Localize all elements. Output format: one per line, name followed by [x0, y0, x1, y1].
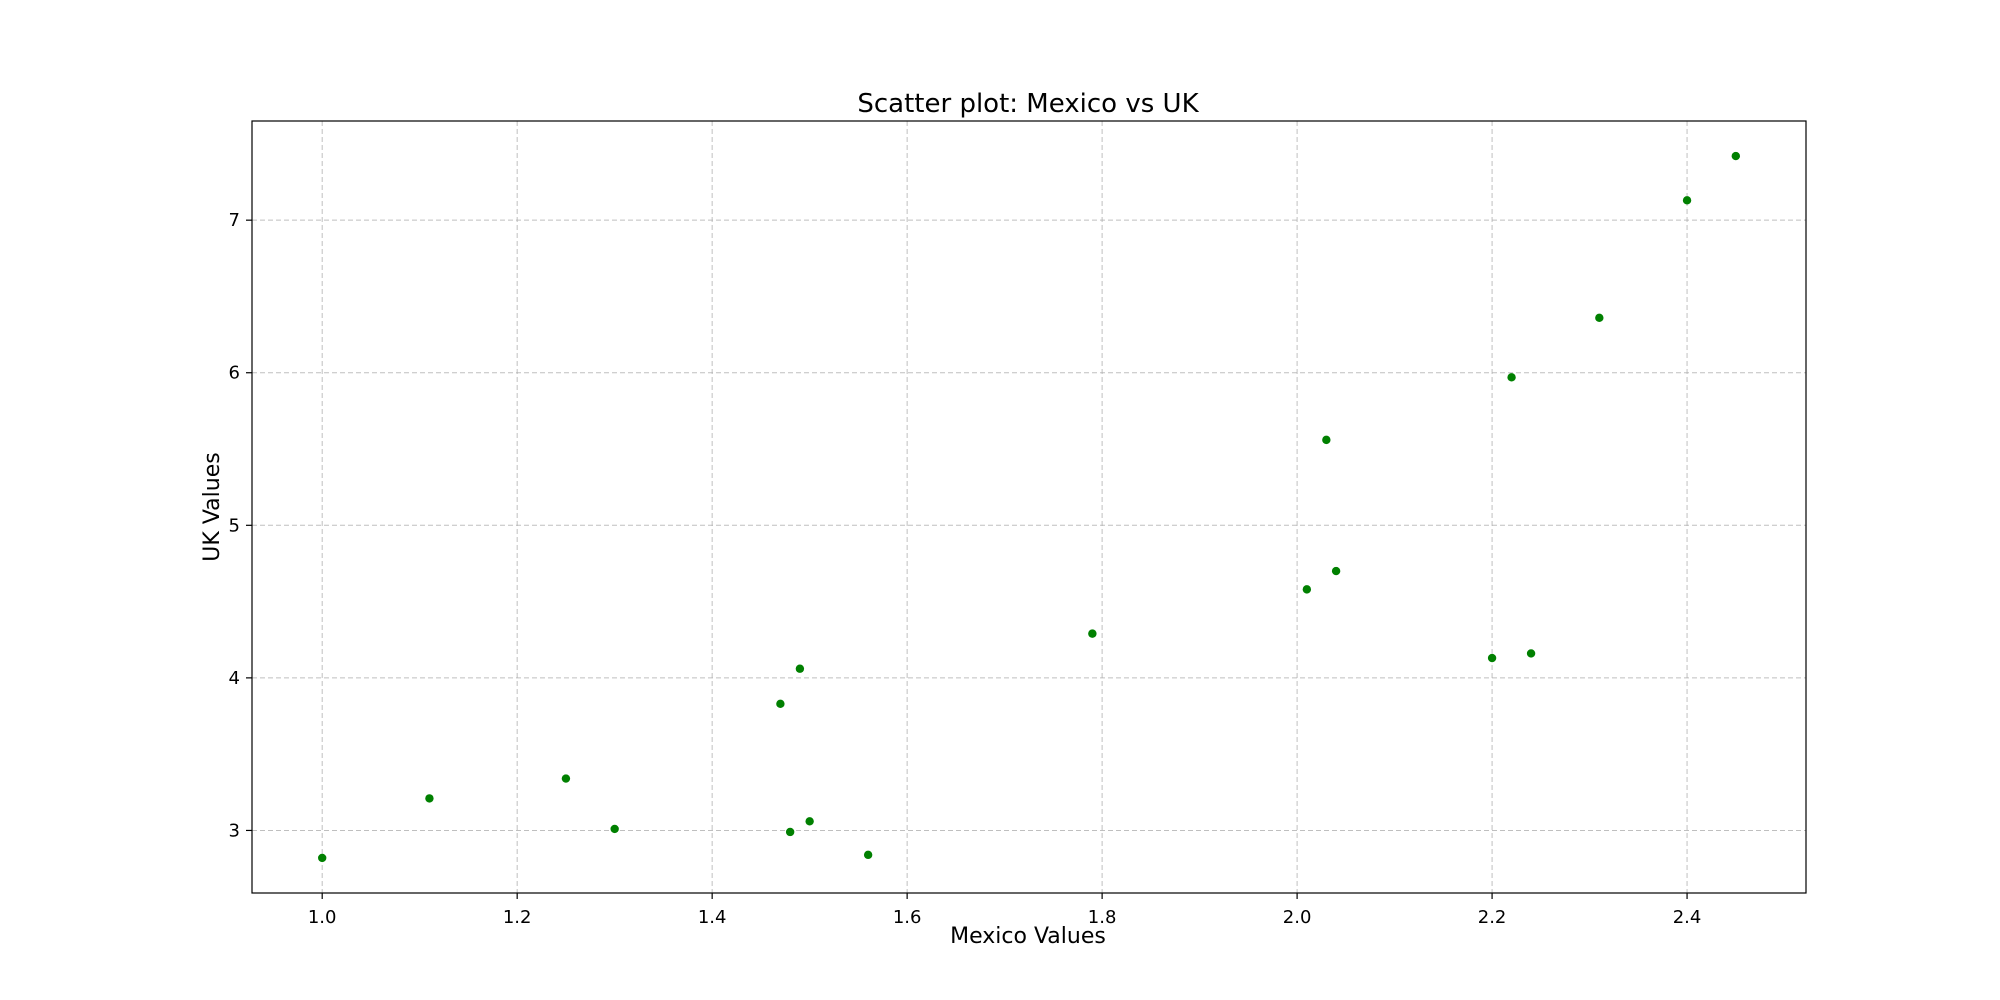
x-tick-label: 1.4	[698, 907, 727, 928]
y-tick-label: 6	[229, 363, 240, 384]
scatter-point	[863, 850, 873, 860]
chart-title: Scatter plot: Mexico vs UK	[857, 89, 1199, 119]
y-axis-ticks: 3 4 5 6 7	[229, 210, 252, 841]
scatter-point	[795, 664, 805, 673]
y-tick-label: 5	[229, 515, 240, 536]
scatter-point	[1731, 151, 1741, 161]
scatter-point	[610, 824, 619, 834]
scatter-point	[1088, 629, 1097, 638]
scatter-point	[1331, 566, 1341, 576]
y-axis-label: UK Values	[200, 452, 225, 561]
scatter-point	[1595, 313, 1604, 323]
x-tick-label: 2.0	[1283, 907, 1312, 928]
scatter-point	[317, 853, 327, 863]
x-tick-label: 1.8	[1088, 907, 1117, 928]
scatter-point	[1322, 435, 1331, 445]
scatter-point	[1507, 373, 1516, 382]
x-tick-label: 1.0	[308, 907, 337, 928]
x-tick-label: 1.6	[893, 907, 922, 928]
scatter-point	[1682, 196, 1692, 205]
y-tick-label: 7	[229, 210, 240, 231]
scatter-point	[1526, 649, 1536, 658]
x-axis-label: Mexico Values	[950, 924, 1106, 949]
scatter-point	[561, 774, 571, 783]
x-tick-label: 1.2	[503, 907, 532, 928]
scatter-point	[1302, 585, 1312, 594]
scatter-point	[776, 699, 785, 709]
scatter-point	[785, 827, 795, 837]
x-axis-ticks: 1.0 1.2 1.4 1.6 1.8 2.0 2.2 2.4	[308, 893, 1702, 928]
x-tick-label: 2.2	[1478, 907, 1507, 928]
scatter-points	[317, 151, 1741, 863]
scatter-point	[805, 817, 814, 826]
plot-frame	[251, 120, 1807, 894]
scatter-point	[425, 794, 434, 803]
x-tick-label: 2.4	[1673, 907, 1702, 928]
grid	[252, 121, 1806, 893]
scatter-point	[1487, 653, 1497, 663]
y-tick-label: 4	[229, 668, 240, 689]
y-tick-label: 3	[229, 820, 240, 841]
